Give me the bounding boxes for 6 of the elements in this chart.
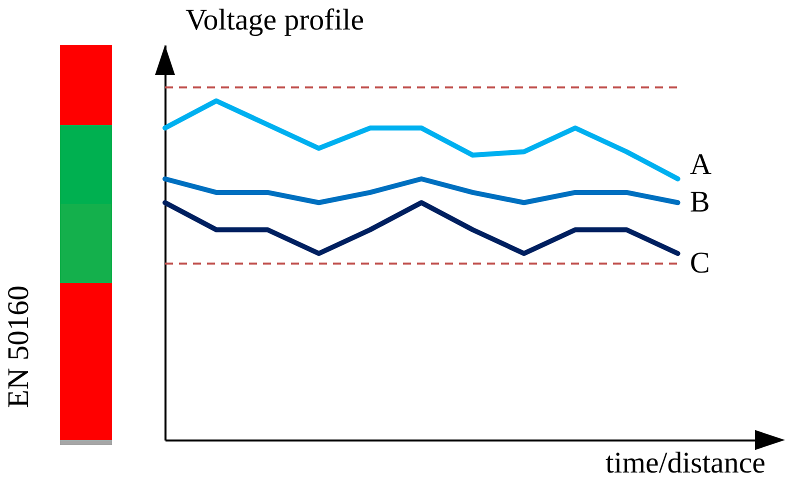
text: EN 50160 — [2, 286, 36, 408]
series-label: C — [690, 246, 710, 280]
series-label: A — [690, 148, 712, 181]
x-axis-title: time/distance — [606, 446, 766, 480]
series-label: B — [690, 186, 710, 219]
y-axis-title: Voltage profile — [186, 4, 364, 36]
